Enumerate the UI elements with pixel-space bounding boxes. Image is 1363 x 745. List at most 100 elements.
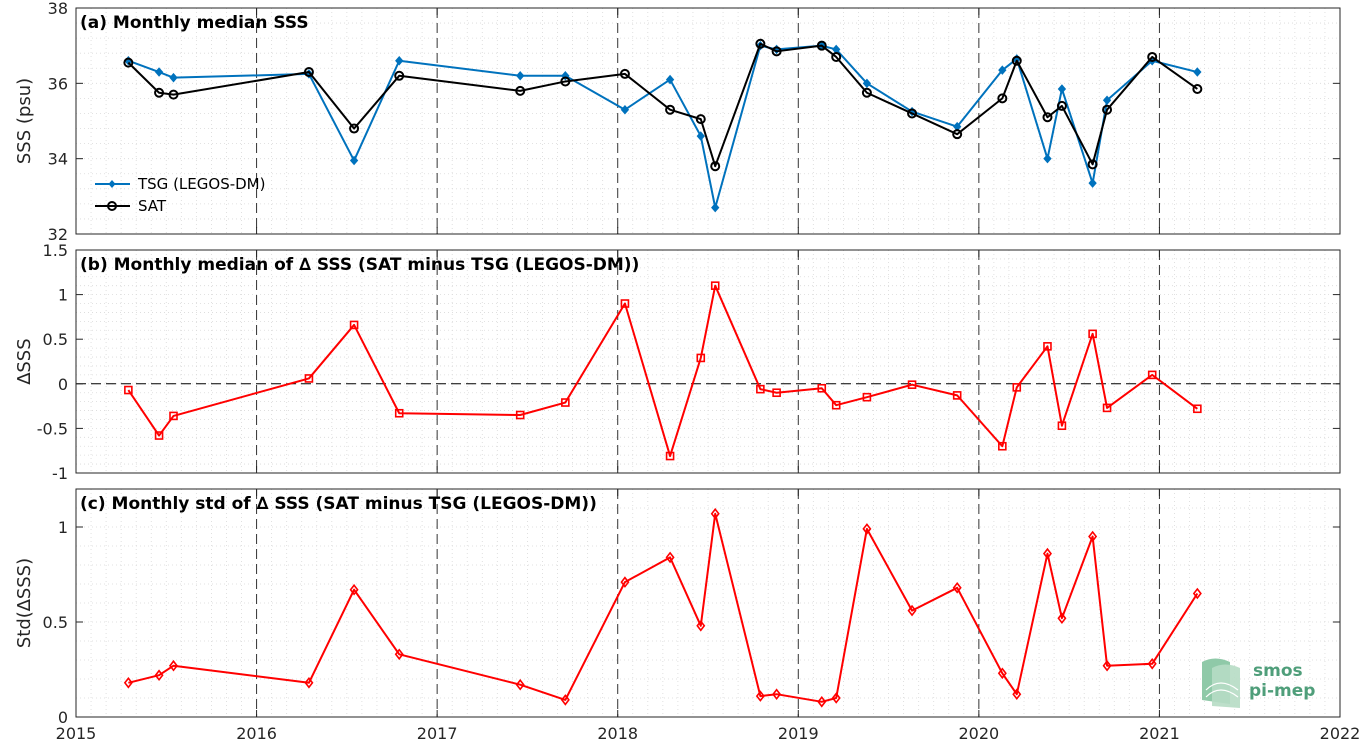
panel-a-title: (a) Monthly median SSS bbox=[80, 13, 309, 33]
data-point bbox=[997, 93, 1008, 104]
data-point bbox=[952, 391, 962, 400]
logo-mark-icon bbox=[1202, 658, 1240, 708]
panel-a-legend: TSG (LEGOS-DM) SAT bbox=[95, 175, 265, 215]
data-point bbox=[394, 70, 405, 81]
data-point bbox=[756, 384, 765, 394]
series-line bbox=[128, 44, 1198, 209]
x-tick-label: 2018 bbox=[597, 724, 638, 743]
data-point bbox=[907, 108, 918, 119]
x-tick-label: 2021 bbox=[1139, 724, 1180, 743]
data-point bbox=[1042, 547, 1052, 560]
y-tick-label: -1 bbox=[52, 464, 68, 483]
data-point bbox=[394, 408, 404, 418]
series-a-1 bbox=[123, 38, 1203, 172]
logo-line2: pi-mep bbox=[1249, 681, 1315, 701]
data-point bbox=[560, 76, 571, 87]
data-point bbox=[1012, 688, 1022, 701]
y-tick-label: 32 bbox=[48, 225, 68, 244]
data-point bbox=[304, 374, 314, 383]
data-point bbox=[349, 155, 359, 166]
panel-c-ylabel: Std(∆SSS) bbox=[14, 558, 35, 648]
data-point bbox=[1057, 421, 1067, 431]
panel-c-title: (c) Monthly std of ∆ SSS (SAT minus TSG … bbox=[80, 494, 597, 514]
y-tick-label: 1 bbox=[58, 286, 68, 305]
data-point bbox=[1012, 383, 1022, 392]
data-point bbox=[1102, 403, 1112, 413]
series-a-0 bbox=[124, 40, 1202, 213]
data-point bbox=[696, 619, 706, 632]
data-point bbox=[303, 67, 314, 78]
panel-a: 32 34 36 38 SSS (psu) (a) Monthly median SSS T… bbox=[14, 0, 1341, 244]
data-point bbox=[665, 74, 675, 85]
data-point bbox=[168, 659, 179, 672]
x-tick-label: 2015 bbox=[56, 724, 97, 743]
data-point bbox=[1043, 342, 1052, 351]
data-point bbox=[1102, 95, 1112, 106]
panel-b-grid bbox=[76, 250, 1340, 473]
data-point bbox=[515, 410, 525, 420]
x-tick-label: 2017 bbox=[417, 724, 458, 743]
data-point bbox=[154, 67, 164, 77]
data-point bbox=[168, 89, 179, 100]
data-point bbox=[561, 398, 570, 407]
panel-a-grid bbox=[76, 8, 1340, 234]
data-point bbox=[831, 692, 841, 704]
data-point bbox=[1057, 84, 1067, 94]
data-point bbox=[154, 431, 164, 440]
legend-label: SAT bbox=[138, 197, 167, 215]
y-tick-label: 0 bbox=[58, 708, 68, 727]
y-tick-label: 38 bbox=[48, 0, 68, 18]
data-point bbox=[169, 72, 178, 83]
panel-b-title: (b) Monthly median of ∆ SSS (SAT minus T… bbox=[80, 255, 639, 275]
data-point bbox=[862, 78, 872, 89]
data-point bbox=[1102, 104, 1113, 115]
series-line bbox=[127, 284, 1198, 458]
series-line bbox=[127, 42, 1198, 168]
x-tick-label: 2020 bbox=[958, 724, 999, 743]
data-point bbox=[515, 85, 526, 96]
data-point bbox=[665, 551, 675, 564]
data-point bbox=[169, 411, 178, 421]
data-point bbox=[349, 583, 359, 596]
data-point bbox=[817, 695, 827, 708]
data-point bbox=[123, 676, 133, 689]
data-point bbox=[816, 40, 827, 51]
data-point bbox=[1056, 100, 1067, 111]
y-tick-label: 36 bbox=[48, 74, 68, 93]
panel-c: 0 0.5 1 2015 2016 2017 2018 2019 2020 2021 2022 Std… bbox=[14, 488, 1361, 743]
panel-b: -1 -0.5 0 0.5 1 1.5 ∆SSS (b) Monthly median of … bbox=[14, 241, 1341, 483]
data-point bbox=[349, 320, 359, 330]
data-point bbox=[997, 667, 1007, 680]
data-point bbox=[1192, 83, 1203, 94]
data-point bbox=[771, 46, 782, 57]
y-tick-label: 1.5 bbox=[43, 241, 68, 260]
data-point bbox=[831, 400, 841, 410]
data-point bbox=[395, 55, 404, 66]
data-point bbox=[1088, 178, 1097, 188]
data-point bbox=[394, 648, 404, 661]
panel-a-frame bbox=[75, 7, 1341, 235]
data-point bbox=[560, 694, 570, 706]
data-point bbox=[1057, 612, 1067, 625]
data-point bbox=[123, 57, 134, 68]
data-point bbox=[755, 690, 765, 702]
data-point bbox=[907, 380, 917, 389]
data-point bbox=[1088, 530, 1098, 543]
data-point bbox=[755, 38, 766, 49]
y-tick-label: 0 bbox=[58, 375, 68, 394]
data-point bbox=[515, 678, 525, 691]
series-line bbox=[128, 512, 1199, 703]
data-point bbox=[1147, 51, 1158, 62]
data-point bbox=[619, 68, 630, 79]
data-point bbox=[817, 383, 827, 393]
data-point bbox=[154, 669, 164, 682]
legend-marker bbox=[107, 201, 117, 211]
x-tick-label: 2016 bbox=[236, 724, 277, 743]
data-point bbox=[711, 202, 720, 213]
logo-line1: smos bbox=[1253, 661, 1303, 681]
data-point bbox=[665, 104, 676, 115]
data-point bbox=[620, 576, 630, 588]
x-tick-label: 2022 bbox=[1320, 724, 1361, 743]
data-point bbox=[1042, 112, 1053, 123]
data-point bbox=[1193, 404, 1202, 414]
